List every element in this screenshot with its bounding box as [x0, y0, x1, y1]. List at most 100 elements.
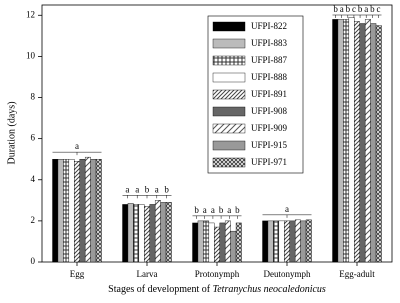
bar [337, 19, 344, 263]
annotation-letter: c [376, 4, 380, 14]
bar [149, 204, 156, 263]
legend-label: UFPI-887 [251, 55, 288, 65]
x-tick-label: Protonymph [195, 269, 240, 279]
bar [79, 158, 86, 263]
bar [63, 158, 70, 263]
legend-swatch [212, 72, 246, 83]
legend-label: UFPI-971 [251, 157, 287, 167]
annotation-letter: b [194, 205, 199, 215]
y-tick-label: 0 [31, 256, 36, 266]
bar [267, 220, 274, 263]
bar [52, 158, 59, 263]
bar [74, 161, 80, 263]
bar [214, 226, 220, 263]
annotation-letter: b [145, 184, 150, 194]
bar [284, 220, 290, 263]
bar [219, 222, 226, 263]
bar [95, 158, 102, 263]
y-axis-label: Duration (days) [6, 101, 17, 164]
bar [197, 220, 204, 263]
legend-swatch [212, 21, 246, 32]
y-tick-label: 2 [31, 215, 36, 225]
bar [332, 19, 339, 263]
bar [138, 204, 145, 263]
legend-swatch [212, 106, 246, 117]
annotation-letter: b [164, 184, 169, 194]
bar [165, 202, 172, 263]
bar [359, 23, 366, 263]
bar [160, 202, 167, 263]
bar [375, 25, 382, 263]
annotation-letter: a [364, 4, 368, 14]
bar [300, 220, 307, 263]
bar [192, 222, 199, 263]
bar [294, 219, 301, 263]
legend-swatch [212, 89, 246, 100]
legend-label: UFPI-883 [251, 38, 288, 48]
bar [348, 17, 355, 263]
x-axis-label-species: Tetranychus neocaledonicus [213, 284, 326, 295]
annotation-letter: c [352, 4, 356, 14]
y-tick-label: 8 [31, 92, 36, 102]
bar [154, 200, 161, 263]
legend-label: UFPI-909 [251, 123, 288, 133]
bar [84, 156, 91, 263]
annotation-letter: b [370, 4, 375, 14]
annotation-letter: a [227, 205, 231, 215]
bar [230, 230, 237, 263]
annotation-letter: a [203, 205, 207, 215]
annotation-letter: a [340, 4, 344, 14]
bar [57, 158, 64, 263]
y-tick-label: 4 [31, 174, 36, 184]
legend-swatch [212, 55, 246, 66]
legend-swatch [212, 38, 246, 49]
y-tick-label: 12 [26, 9, 35, 19]
bar [122, 204, 129, 263]
bar [203, 220, 210, 263]
bar [278, 220, 285, 263]
annotation-letter: b [333, 4, 338, 14]
bar [208, 222, 215, 263]
legend-label: UFPI-908 [251, 106, 288, 116]
legend-label: UFPI-822 [251, 21, 287, 31]
annotation-letter: b [358, 4, 363, 14]
bar [343, 19, 350, 263]
legend-label: UFPI-888 [251, 72, 288, 82]
bar [235, 222, 242, 263]
y-tick-label: 6 [31, 133, 36, 143]
annotation-letter: a [75, 141, 79, 151]
annotation-letter: a [211, 205, 215, 215]
bar [354, 21, 360, 263]
bar [224, 220, 231, 263]
legend-label: UFPI-915 [251, 140, 288, 150]
annotation-letter: a [125, 184, 129, 194]
bar [68, 158, 75, 263]
x-tick-label: Larva [137, 269, 158, 279]
annotation-letter: a [135, 184, 139, 194]
y-tick-label: 10 [26, 50, 36, 60]
annotation-letter: b [219, 205, 224, 215]
bar [289, 220, 296, 263]
legend-swatch [212, 140, 246, 151]
bar [90, 158, 97, 263]
bar [305, 219, 312, 263]
x-tick-label: Deutonymph [264, 269, 311, 279]
annotation-letter: b [235, 205, 240, 215]
bar [370, 23, 377, 263]
x-tick-label: Egg [70, 269, 85, 279]
annotation-letter: a [155, 184, 159, 194]
legend-swatch [212, 123, 246, 134]
x-tick-label: Egg-adult [339, 269, 375, 279]
bar [127, 203, 134, 263]
x-axis-label: Stages of development of Tetranychus neo… [108, 284, 326, 295]
bar [262, 220, 269, 263]
bar [364, 19, 371, 263]
bar [133, 204, 140, 263]
x-axis-label-text: Stages of development of [108, 284, 211, 295]
annotation-letter: a [285, 204, 289, 214]
legend-swatch [212, 157, 246, 168]
bar [144, 206, 150, 263]
legend-label: UFPI-891 [251, 89, 287, 99]
annotation-letter: b [346, 4, 351, 14]
